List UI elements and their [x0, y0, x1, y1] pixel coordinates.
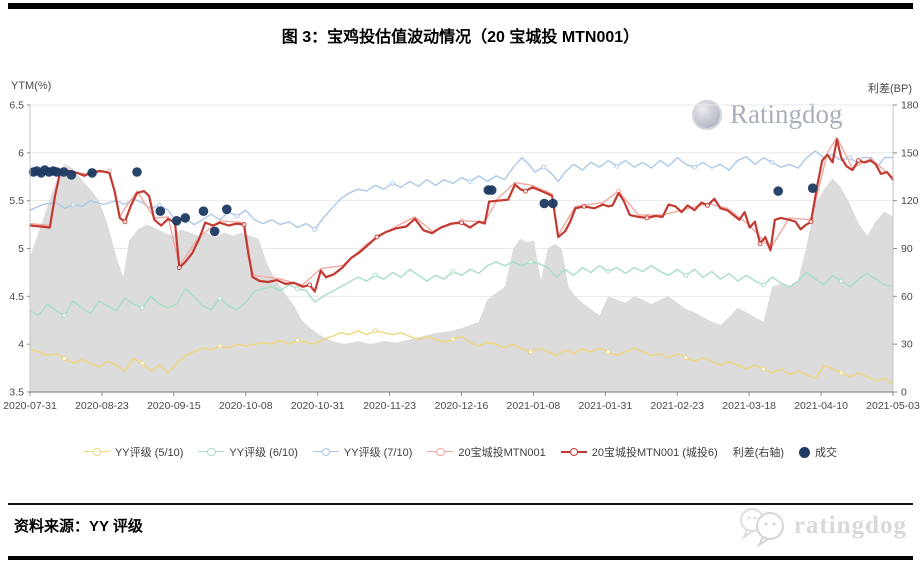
- svg-text:2020-07-31: 2020-07-31: [3, 400, 57, 412]
- legend-dot-marker-icon: [799, 446, 811, 458]
- legend-line-marker-icon: [427, 447, 454, 457]
- source-text: 资料来源：YY 评级: [14, 518, 143, 535]
- spread-area: [30, 164, 893, 392]
- svg-text:60: 60: [901, 291, 913, 303]
- svg-text:5.5: 5.5: [9, 195, 24, 207]
- trade-dots: [28, 165, 818, 237]
- right-axis-title: 利差(BP): [868, 83, 912, 95]
- svg-text:2020-08-23: 2020-08-23: [75, 400, 129, 412]
- legend-item-6: 成交: [799, 444, 837, 460]
- series-4: [28, 138, 895, 293]
- series-2: [29, 150, 894, 232]
- svg-text:150: 150: [901, 147, 919, 159]
- left-axis-title: YTM(%): [11, 80, 52, 92]
- legend-label: YY评级 (5/10): [114, 447, 184, 459]
- svg-text:2021-01-31: 2021-01-31: [578, 400, 632, 412]
- legend-line-marker-icon: [560, 447, 587, 457]
- svg-text:120: 120: [901, 195, 919, 207]
- ratingdog-logo-text: ratingdog: [793, 512, 907, 539]
- legend-item-3: 20宝城投MTN001: [427, 444, 546, 460]
- top-rule: [8, 3, 913, 9]
- legend-item-5: 利差(右轴): [733, 444, 784, 460]
- legend-item-0: YY评级 (5/10): [83, 444, 184, 460]
- svg-text:180: 180: [901, 100, 919, 112]
- ratingdog-logo: ratingdog: [737, 505, 907, 547]
- legend-line-marker-icon: [83, 447, 110, 457]
- legend-item-1: YY评级 (6/10): [198, 444, 298, 460]
- svg-text:30: 30: [901, 339, 913, 351]
- svg-text:4: 4: [18, 339, 24, 351]
- series-1: [29, 259, 894, 318]
- svg-text:6: 6: [18, 147, 24, 159]
- svg-text:2021-04-10: 2021-04-10: [794, 400, 848, 412]
- series-0: [29, 328, 894, 385]
- tick-labels: 6.5 6 5.5 5 4.5 4 3.5 180 150 120 90 60 30 0 2020-07-3…: [3, 100, 920, 413]
- svg-text:6.5: 6.5: [9, 100, 24, 112]
- chart-title: 图 3：宝鸡投估值波动情况（20 宝城投 MTN001）: [281, 29, 640, 46]
- svg-text:90: 90: [901, 243, 913, 255]
- legend-label: 成交: [815, 447, 838, 459]
- legend-label: 利差(右轴): [732, 447, 785, 459]
- legend-line-marker-icon: [312, 447, 339, 457]
- svg-text:0: 0: [901, 387, 907, 399]
- ratingdog-logo-icon: [739, 508, 784, 547]
- plot-svg: 6.5 6 5.5 5 4.5 4 3.5 180 150 120 90 60 30 0 2020-07-3…: [3, 100, 920, 413]
- divider-thick: [8, 556, 913, 560]
- svg-text:5: 5: [18, 243, 24, 255]
- svg-text:2021-05-03: 2021-05-03: [866, 400, 920, 412]
- legend-label: YY评级 (7/10): [343, 447, 413, 459]
- svg-text:2021-01-08: 2021-01-08: [507, 400, 561, 412]
- legend: YY评级 (5/10) YY评级 (6/10) YY评级 (7/10) 20宝城投MT…: [0, 444, 921, 460]
- svg-text:4.5: 4.5: [9, 291, 24, 303]
- svg-text:2020-11-23: 2020-11-23: [363, 400, 416, 412]
- legend-item-4: 20宝城投MTN001 (城投6): [560, 444, 718, 460]
- watermark-text: Ratingdog: [730, 99, 843, 129]
- divider-thin: [8, 503, 913, 505]
- legend-label: YY评级 (6/10): [229, 447, 298, 459]
- svg-text:2020-10-31: 2020-10-31: [291, 400, 345, 412]
- legend-item-2: YY评级 (7/10): [312, 444, 413, 460]
- legend-line-marker-icon: [198, 447, 225, 457]
- legend-label: 20宝城投MTN001: [458, 447, 546, 459]
- svg-text:3.5: 3.5: [9, 387, 24, 399]
- svg-text:2020-09-15: 2020-09-15: [147, 400, 201, 412]
- svg-text:2020-12-16: 2020-12-16: [435, 400, 489, 412]
- legend-label: 20宝城投MTN001 (城投6): [591, 447, 718, 459]
- svg-text:2021-02-23: 2021-02-23: [650, 400, 704, 412]
- svg-text:2020-10-08: 2020-10-08: [219, 400, 273, 412]
- svg-text:2021-03-18: 2021-03-18: [722, 400, 776, 412]
